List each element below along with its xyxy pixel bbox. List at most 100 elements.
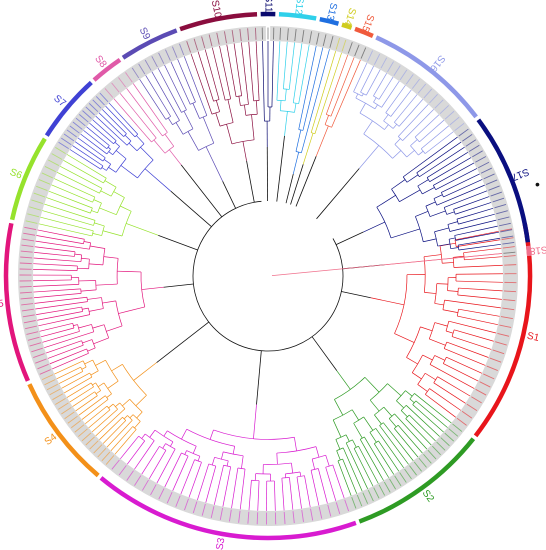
tree-tip-branch bbox=[455, 280, 503, 283]
tip-label-mark bbox=[33, 192, 46, 198]
tree-tip-branch bbox=[56, 172, 100, 194]
tree-internal-branch bbox=[106, 325, 123, 332]
tree-internal-arc bbox=[186, 450, 200, 457]
tree-tip-branch bbox=[379, 425, 409, 465]
tree-tip-branch bbox=[274, 480, 276, 511]
tree-tip-branch bbox=[170, 61, 191, 105]
tree-tip-branch bbox=[464, 256, 503, 261]
backbone-branch bbox=[316, 168, 360, 220]
tree-internal-arc bbox=[164, 146, 174, 154]
tip-label-mark bbox=[489, 357, 502, 363]
tree-internal-arc bbox=[154, 429, 174, 443]
subfamily-ring bbox=[3, 11, 533, 541]
tree-internal-branch bbox=[253, 404, 257, 439]
tip-label-mark bbox=[458, 128, 469, 137]
tree-internal-branch bbox=[324, 115, 329, 125]
tree-internal-branch bbox=[353, 423, 363, 439]
tree-internal-branch bbox=[125, 223, 159, 236]
subfamily-clade bbox=[315, 54, 361, 157]
tree-internal-arc bbox=[376, 207, 392, 239]
tree-internal-branch bbox=[226, 460, 229, 467]
tree-tip-branch bbox=[375, 428, 404, 469]
tip-label-mark bbox=[22, 314, 35, 318]
tree-internal-branch bbox=[434, 355, 446, 361]
tree-internal-arc bbox=[441, 192, 444, 198]
tree-internal-arc bbox=[213, 429, 295, 440]
tree-internal-branch bbox=[358, 145, 380, 169]
tree-internal-branch bbox=[445, 330, 454, 334]
tip-label-mark bbox=[413, 461, 422, 472]
tree-internal-branch bbox=[104, 180, 117, 188]
tree-tip-branch bbox=[296, 476, 302, 509]
tree-internal-branch bbox=[95, 390, 101, 395]
tree-internal-branch bbox=[101, 167, 107, 171]
tree-tip-branch bbox=[212, 47, 226, 101]
tree-tip-branch bbox=[52, 353, 89, 370]
tip-label-mark bbox=[301, 510, 304, 523]
tree-internal-branch bbox=[99, 207, 117, 216]
tree-internal-branch bbox=[383, 406, 393, 417]
subfamily-ring-segment bbox=[92, 57, 122, 82]
tree-tip-branch bbox=[444, 299, 501, 309]
tip-label-mark bbox=[175, 495, 181, 507]
tree-internal-branch bbox=[352, 439, 357, 448]
tree-internal-arc bbox=[95, 382, 101, 391]
tree-tip-branch bbox=[151, 71, 180, 121]
tree-internal-branch bbox=[74, 253, 82, 256]
tip-label-mark bbox=[393, 65, 401, 77]
tree-tip-branch bbox=[458, 213, 495, 225]
tree-tip-branch bbox=[441, 173, 480, 193]
tree-internal-branch bbox=[446, 211, 455, 215]
tree-tip-branch bbox=[113, 98, 152, 143]
tree-tip-branch bbox=[298, 45, 317, 130]
subfamily-clade bbox=[113, 83, 182, 166]
tree-tip-branch bbox=[119, 93, 157, 139]
tree-tip-branch bbox=[40, 216, 94, 232]
tip-label-mark bbox=[238, 510, 241, 523]
tree-internal-branch bbox=[215, 112, 221, 127]
subfamily-clade bbox=[38, 154, 159, 237]
tree-tip-branch bbox=[34, 252, 75, 257]
tip-label-mark bbox=[75, 117, 86, 127]
tree-tip-branch bbox=[106, 420, 133, 448]
tree-internal-branch bbox=[119, 205, 132, 212]
tip-label-mark bbox=[367, 489, 374, 502]
tip-label-mark bbox=[436, 441, 446, 451]
tree-tip-branch bbox=[412, 404, 444, 433]
tree-internal-branch bbox=[103, 256, 119, 259]
tip-label-mark bbox=[502, 246, 515, 249]
tree-internal-branch bbox=[332, 419, 342, 438]
tree-tip-branch bbox=[64, 376, 93, 394]
tip-label-mark bbox=[411, 78, 420, 89]
backbone-branch bbox=[180, 164, 223, 218]
tree-tip-branch bbox=[415, 400, 448, 428]
tip-label-mark bbox=[93, 444, 103, 454]
tree-tip-branch bbox=[409, 414, 436, 442]
subfamily-clade bbox=[302, 50, 342, 165]
tree-internal-branch bbox=[107, 380, 119, 389]
tree-tip-branch bbox=[394, 94, 418, 123]
tree-internal-branch bbox=[209, 429, 214, 440]
tree-internal-branch bbox=[97, 382, 105, 388]
tip-label-mark bbox=[502, 242, 515, 245]
tree-tip-branch bbox=[402, 109, 434, 141]
tip-label-mark bbox=[292, 511, 295, 524]
tip-label-mark bbox=[70, 420, 82, 429]
tree-internal-branch bbox=[92, 324, 105, 329]
tree-internal-arc bbox=[417, 185, 423, 195]
tree-tip-branch bbox=[255, 41, 260, 101]
tip-label-mark bbox=[444, 110, 455, 120]
tip-label-mark bbox=[24, 226, 37, 231]
tree-tip-branch bbox=[398, 103, 429, 137]
tip-label-mark bbox=[503, 290, 517, 293]
tree-tip-branch bbox=[42, 210, 94, 226]
tree-tip-branch bbox=[47, 344, 84, 359]
tip-label-mark bbox=[21, 308, 34, 312]
tree-tip-branch bbox=[134, 440, 155, 470]
tree-tip-branch bbox=[102, 420, 127, 444]
tree-tip-branch bbox=[139, 79, 167, 120]
tip-label-mark bbox=[347, 42, 353, 54]
tree-internal-arc bbox=[115, 197, 125, 215]
tip-label-mark bbox=[389, 478, 397, 490]
backbone-branch bbox=[341, 291, 371, 299]
